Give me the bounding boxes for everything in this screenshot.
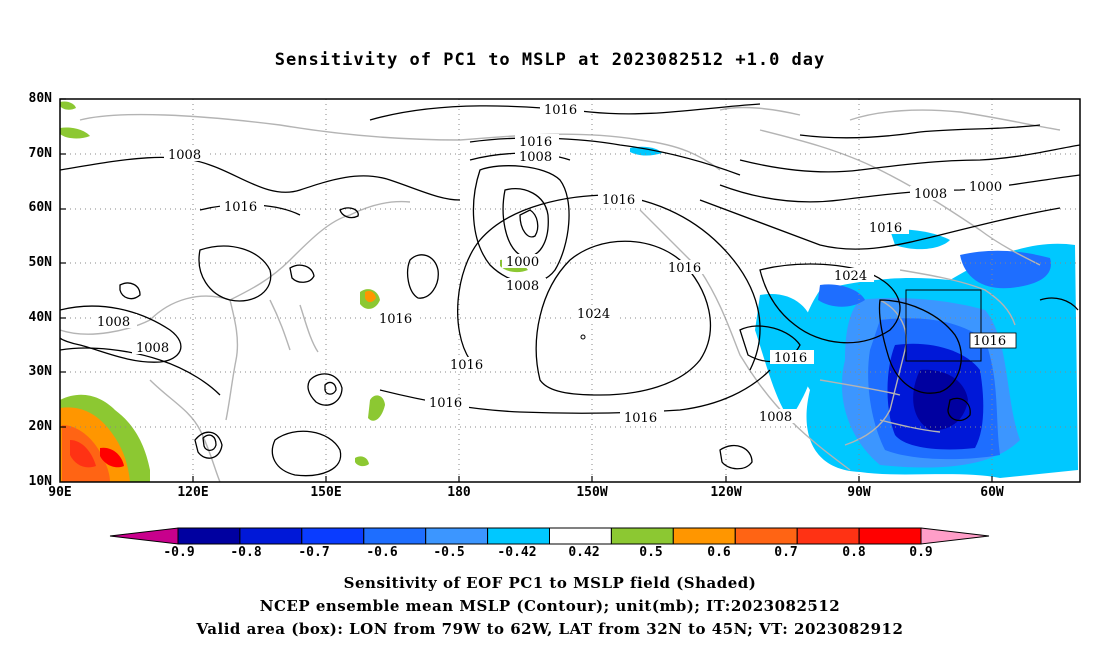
lon-label-180: 180 xyxy=(447,485,471,500)
contour-label: 1016 xyxy=(973,334,1006,349)
contour-label: 1016 xyxy=(544,103,577,118)
colorbar-label: -0.6 xyxy=(366,545,398,560)
pressure-center-marker xyxy=(580,334,586,340)
footer-line-1: Sensitivity of EOF PC1 to MSLP field (Sh… xyxy=(343,574,757,592)
colorbar-cell xyxy=(425,527,489,545)
contour-label: 1008 xyxy=(506,279,539,294)
lat-label-10n: 10N xyxy=(28,474,52,489)
colorbar-label: 0.5 xyxy=(639,545,663,560)
lat-label-60n: 60N xyxy=(28,200,52,215)
colorbar-label: -0.42 xyxy=(497,545,537,560)
contour-label: 1016 xyxy=(429,396,462,411)
colorbar-label: 0.8 xyxy=(842,545,866,560)
lon-label-60w: 60W xyxy=(980,485,1004,500)
coastlines xyxy=(60,106,1061,482)
lat-label-20n: 20N xyxy=(28,419,52,434)
lon-label-150e: 150E xyxy=(310,485,342,500)
map-frame xyxy=(59,98,1081,483)
colorbar-cell xyxy=(363,527,427,545)
contour-label: 1016 xyxy=(379,312,412,327)
colorbar-cell xyxy=(610,527,674,545)
lat-label-80n: 80N xyxy=(28,91,52,106)
colorbar-label: -0.8 xyxy=(230,545,262,560)
contour-label: 1008 xyxy=(914,187,947,202)
contour-label: 1008 xyxy=(136,341,169,356)
contour-label: 1016 xyxy=(668,261,701,276)
lon-label-120e: 120E xyxy=(177,485,209,500)
contour-label: 1024 xyxy=(577,307,610,322)
contour-labels: 1016 1016 1008 1008 1016 1016 1016 1008 … xyxy=(93,102,1017,426)
map-panel: 1016 1016 1008 1008 1016 1016 1016 1008 … xyxy=(60,99,1080,482)
colorbar-label: -0.7 xyxy=(298,545,330,560)
colorbar-cell xyxy=(239,527,303,545)
colorbar-cell xyxy=(177,527,241,545)
contour-label: 1016 xyxy=(450,358,483,373)
contour-label: 1016 xyxy=(869,221,902,236)
contour-label: 1024 xyxy=(834,269,867,284)
colorbar-label: 0.42 xyxy=(568,545,600,560)
contour-label: 1016 xyxy=(519,135,552,150)
lat-label-40n: 40N xyxy=(28,310,52,325)
colorbar-cell xyxy=(672,527,736,545)
colorbar-cell xyxy=(549,527,612,545)
colorbar-cell xyxy=(734,527,798,545)
colorbar-cell xyxy=(487,527,551,545)
contour-label: 1000 xyxy=(506,255,539,270)
graticule xyxy=(60,99,1080,482)
lon-label-90e: 90E xyxy=(48,485,72,500)
colorbar-cell xyxy=(796,527,860,545)
contour-label: 1016 xyxy=(774,351,807,366)
contour-label: 1016 xyxy=(224,200,257,215)
contour-label: 1008 xyxy=(168,148,201,163)
positive-sensitivity-shading xyxy=(60,101,528,482)
lon-label-150w: 150W xyxy=(576,485,608,500)
contour-label: 1000 xyxy=(969,180,1002,195)
colorbar-label: 0.6 xyxy=(707,545,731,560)
colorbar xyxy=(109,527,990,545)
colorbar-cell xyxy=(301,527,365,545)
figure-title: Sensitivity of PC1 to MSLP at 2023082512… xyxy=(274,50,826,70)
colorbar-low-extend xyxy=(109,527,179,545)
axis-ticks xyxy=(60,98,993,482)
lon-label-120w: 120W xyxy=(710,485,742,500)
colorbar-high-extend xyxy=(920,527,990,545)
footer-line-2: NCEP ensemble mean MSLP (Contour); unit(… xyxy=(259,597,841,615)
negative-sensitivity-shading xyxy=(630,146,1078,478)
contour-label: 1008 xyxy=(759,410,792,425)
contour-label: 1016 xyxy=(602,193,635,208)
contour-label: 1008 xyxy=(97,315,130,330)
contour-label: 1008 xyxy=(519,150,552,165)
lat-label-70n: 70N xyxy=(28,146,52,161)
colorbar-label: 0.7 xyxy=(774,545,798,560)
colorbar-label: -0.5 xyxy=(433,545,465,560)
colorbar-label: 0.9 xyxy=(909,545,933,560)
lat-label-50n: 50N xyxy=(28,255,52,270)
lat-label-30n: 30N xyxy=(28,364,52,379)
contour-label: 1016 xyxy=(624,411,657,426)
colorbar-label: -0.9 xyxy=(163,545,195,560)
colorbar-cell xyxy=(858,527,922,545)
footer-line-3: Valid area (box): LON from 79W to 62W, L… xyxy=(196,620,904,638)
valid-area-box xyxy=(905,289,982,362)
lon-label-90w: 90W xyxy=(847,485,871,500)
